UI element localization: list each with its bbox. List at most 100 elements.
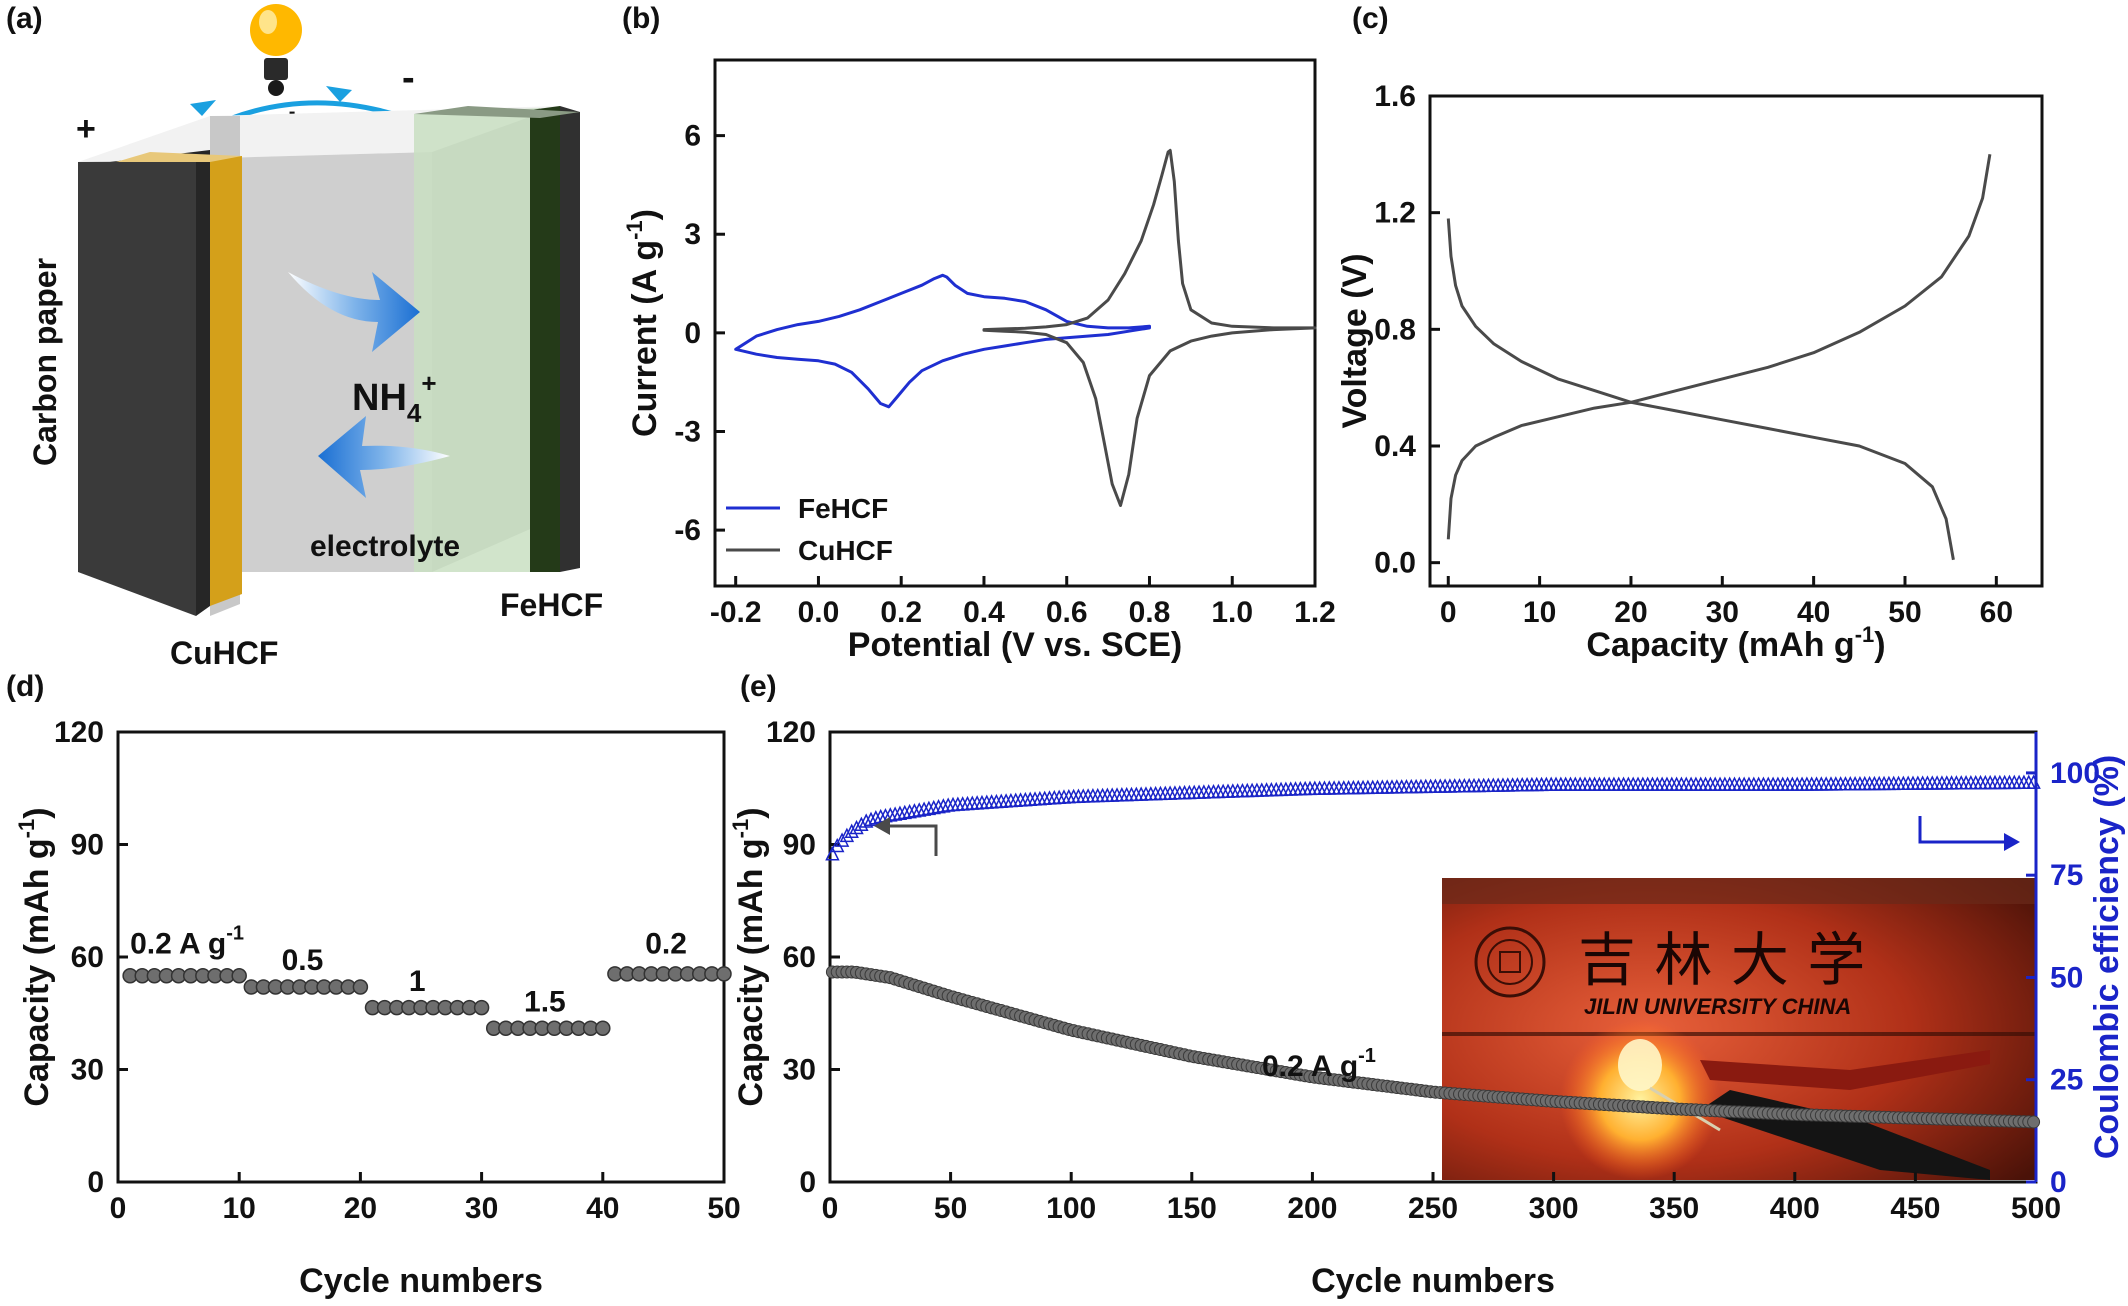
panel-b-plot-frame (713, 58, 1317, 588)
led-photo-inset: 吉 林 大 学 JILIN UNIVERSITY CHINA (1442, 878, 2036, 1180)
x-tick-label: 20 (1614, 596, 1647, 629)
x-tick-label: 20 (344, 1192, 377, 1225)
y-tick-label: 60 (783, 941, 816, 974)
panel-d: (d) 0 10 20 30 40 50 0 30 60 90 120 0.2 A g-1 0.5 1 1… (6, 670, 741, 1300)
panel-c-ticks: 0 10 20 30 40 50 60 0.0 0.4 0.8 1.2 1.6 (1374, 80, 2013, 629)
x-tick-label: 50 (707, 1192, 740, 1225)
x-tick-label: 1.2 (1294, 596, 1336, 629)
y-tick-label: 3 (684, 218, 701, 251)
x-tick-label: 200 (1287, 1192, 1337, 1225)
panel-e-ticks: 0 50 100 150 200 250 300 350 400 450 5000306090120… (766, 716, 2100, 1225)
y-tick-label: 90 (71, 829, 104, 862)
right-y-tick-label: 50 (2050, 961, 2083, 994)
y-tick-label: 90 (783, 829, 816, 862)
rate-label: 0.2 (645, 927, 687, 960)
panel-a-plus-sign: + (76, 110, 96, 148)
panel-e-rate-annotation: 0.2 A g-1 (1262, 1045, 1376, 1083)
right-y-tick-label: 100 (2050, 757, 2100, 790)
capacity-axis-arrow-icon (874, 817, 938, 856)
x-tick-label: 300 (1529, 1192, 1579, 1225)
panel-e-right-axis-title: Coulombic efficiency (%) (2088, 755, 2126, 1159)
panel-d-series (122, 966, 732, 1036)
panel-b-label: (b) (622, 2, 660, 35)
efficiency-axis-arrow-icon (1918, 816, 2020, 851)
x-tick-label: 0 (1440, 596, 1457, 629)
x-tick-label: 250 (1408, 1192, 1458, 1225)
y-tick-label: 120 (766, 716, 816, 749)
efficiency-data-point (844, 823, 859, 838)
efficiency-data-point (912, 802, 927, 817)
right-y-tick-label: 0 (2050, 1166, 2067, 1199)
efficiency-data-point (926, 799, 941, 815)
panel-a: (a) + - e- (6, 2, 603, 671)
battery-cell-diagram (78, 106, 580, 616)
x-tick-label: 0 (822, 1192, 839, 1225)
rate-data-point (716, 966, 732, 982)
legend-label-fehcf: FeHCF (798, 493, 888, 524)
panel-e: (e) 吉 林 大 学 JILIN UNIVERSITY CHINA (728, 670, 2126, 1300)
x-tick-label: -0.2 (710, 596, 762, 629)
ion-label: NH4+ (352, 368, 437, 428)
y-tick-label: -3 (674, 415, 701, 448)
panel-c: (c) 0 10 20 30 40 50 60 0.0 0.4 0.8 1.2 1.6 Capacit… (1336, 2, 2044, 664)
panel-c-series (1446, 154, 1992, 561)
x-tick-label: 0.2 (880, 596, 922, 629)
y-tick-label: 30 (783, 1054, 816, 1087)
efficiency-data-point (887, 806, 903, 821)
panel-b-legend: FeHCF CuHCF (726, 493, 893, 566)
panel-c-label: (c) (1352, 2, 1389, 35)
cathode-label: CuHCF (170, 635, 278, 671)
x-tick-label: 0 (110, 1192, 127, 1225)
rate-data-point (231, 968, 247, 984)
panel-d-y-axis-title: Capacity (mAh g-1) (14, 807, 56, 1106)
capacity-data-point (2027, 1115, 2041, 1129)
right-y-tick-label: 25 (2050, 1064, 2083, 1097)
panel-c-plot-frame (1428, 94, 2044, 588)
rate-label: 1.5 (524, 985, 566, 1018)
efficiency-data-point (863, 811, 879, 827)
panel-e-y-axis-title: Capacity (mAh g-1) (728, 807, 770, 1106)
rate-data-point (595, 1020, 611, 1036)
x-tick-label: 1.0 (1211, 596, 1253, 629)
y-tick-label: 120 (54, 716, 104, 749)
efficiency-data-point (2026, 774, 2041, 789)
y-tick-label: 0.4 (1374, 430, 1416, 463)
panel-b-series (734, 148, 1317, 507)
y-tick-label: 0.8 (1374, 313, 1416, 346)
y-tick-label: 60 (71, 941, 104, 974)
panel-b-y-axis-title: Current (A g-1) (622, 209, 664, 437)
panel-e-label: (e) (740, 670, 777, 703)
electrolyte-label: electrolyte (310, 530, 460, 563)
x-tick-label: 0.4 (963, 596, 1005, 629)
efficiency-data-point (921, 800, 937, 816)
panel-b-ticks: -0.2 0.0 0.2 0.4 0.6 0.8 1.0 1.2 6 3 0 -3 -6 (674, 120, 1336, 629)
cv-curve-cuhcf (982, 148, 1317, 507)
x-tick-label: 50 (934, 1192, 967, 1225)
efficiency-data-point (892, 805, 908, 820)
rate-data-point (473, 999, 490, 1016)
rate-label: 0.5 (282, 944, 324, 977)
photo-english-text: JILIN UNIVERSITY CHINA (1584, 994, 1851, 1019)
rate-label: 1 (409, 965, 426, 998)
efficiency-data-point (931, 799, 946, 814)
fehcf-electrode-layer (530, 106, 560, 572)
x-tick-label: 400 (1770, 1192, 1820, 1225)
right-y-tick-label: 75 (2050, 859, 2083, 892)
panel-c-x-axis-title: Capacity (mAh g-1) (1586, 622, 1885, 664)
panel-e-series (825, 774, 2041, 1129)
y-tick-label: 0.0 (1374, 547, 1416, 580)
anode-label: FeHCF (500, 587, 603, 623)
efficiency-data-point (858, 813, 874, 828)
efficiency-data-point (883, 807, 898, 822)
x-tick-label: 40 (586, 1192, 619, 1225)
ion-arrow-left-icon (318, 416, 450, 498)
panel-b-x-axis-title: Potential (V vs. SCE) (848, 626, 1182, 664)
efficiency-data-point (936, 798, 951, 813)
panel-d-rate-labels: 0.2 A g-1 0.5 1 1.5 0.2 (130, 922, 687, 1018)
panel-a-label: (a) (6, 2, 43, 35)
x-tick-label: 100 (1046, 1192, 1096, 1225)
y-tick-label: 6 (684, 120, 701, 153)
x-tick-label: 500 (2011, 1192, 2061, 1225)
panel-a-minus-sign: - (402, 57, 415, 99)
